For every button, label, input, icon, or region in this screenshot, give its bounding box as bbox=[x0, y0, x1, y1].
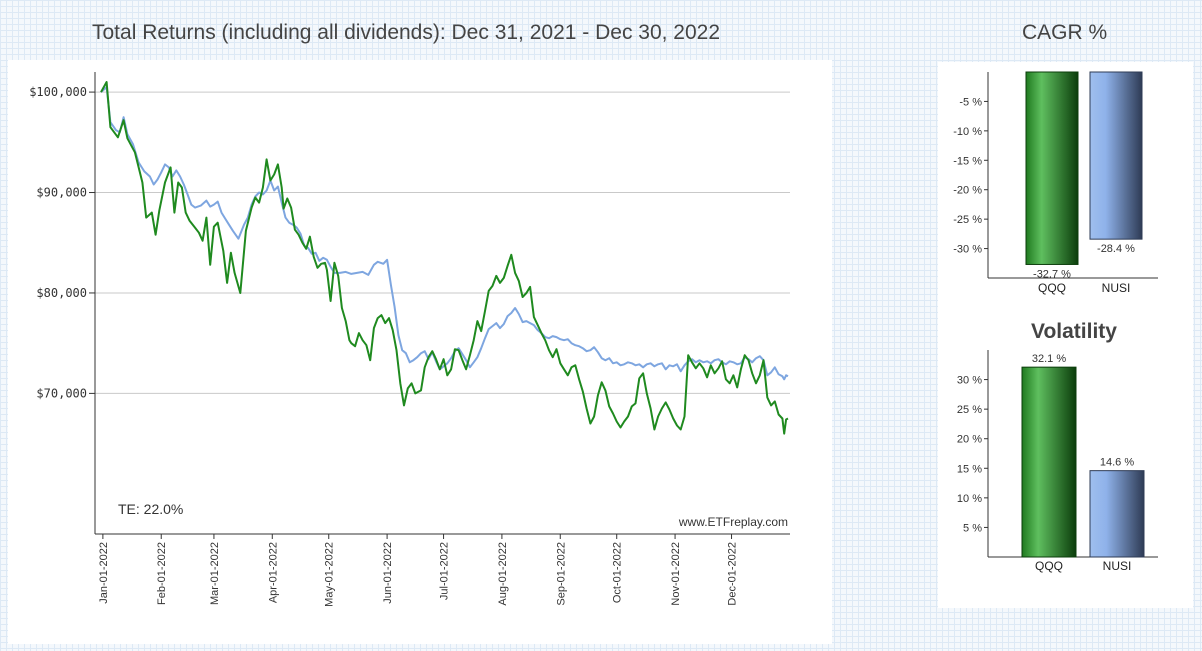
cagr-value-label: -32.7 % bbox=[1033, 268, 1071, 280]
cagr-bar-nusi bbox=[1089, 71, 1143, 240]
returns-chart-panel: $100,000 $90,000 $80,000 $70,000 Jan-01-2022… bbox=[8, 60, 832, 644]
x-tick-label: Mar-01-2022 bbox=[209, 542, 221, 605]
vol-y-tick-label: 5 % bbox=[963, 522, 982, 534]
x-tick-label: Jul-01-2022 bbox=[439, 542, 451, 600]
y-tick-label: $100,000 bbox=[29, 85, 87, 99]
vol-y-tick-label: 10 % bbox=[957, 493, 982, 505]
vol-value-label: 32.1 % bbox=[1032, 353, 1066, 365]
x-tick-label: Nov-01-2022 bbox=[670, 542, 682, 606]
cagr-value-label: -28.4 % bbox=[1097, 243, 1135, 255]
series-line-qqq bbox=[100, 81, 789, 435]
cagr-y-tick-label: -30 % bbox=[953, 244, 982, 256]
tracking-error-label: TE: 22.0% bbox=[118, 501, 183, 517]
x-tick-label: Sep-01-2022 bbox=[555, 542, 567, 606]
cagr-category-label: QQQ bbox=[1038, 281, 1066, 295]
vol-value-label: 14.6 % bbox=[1100, 457, 1134, 469]
x-tick-label: May-01-2022 bbox=[324, 542, 336, 607]
x-tick-label: Apr-01-2022 bbox=[267, 542, 279, 603]
cagr-y-tick-label: -20 % bbox=[953, 185, 982, 197]
series-line-nusi bbox=[100, 86, 789, 381]
cagr-category-label: NUSI bbox=[1102, 281, 1131, 295]
y-tick-label: $70,000 bbox=[36, 386, 87, 400]
cagr-bar-qqq bbox=[1025, 71, 1079, 265]
cagr-volatility-bar-charts: -5 %-10 %-15 %-20 %-25 %-30 %-32.7 %QQQ-… bbox=[953, 71, 1158, 573]
x-tick-label: Feb-01-2022 bbox=[156, 542, 168, 605]
vol-bar-nusi bbox=[1089, 470, 1145, 558]
main-chart-title: Total Returns (including all dividends):… bbox=[92, 21, 721, 44]
vol-category-label: QQQ bbox=[1035, 559, 1063, 573]
cagr-y-tick-label: -15 % bbox=[953, 155, 982, 167]
vol-y-tick-label: 15 % bbox=[957, 463, 982, 475]
returns-line-chart: $100,000 $90,000 $80,000 $70,000 Jan-01-2022… bbox=[29, 72, 790, 607]
vol-category-label: NUSI bbox=[1103, 559, 1132, 573]
x-tick-label: Jan-01-2022 bbox=[98, 542, 110, 604]
watermark-label: www.ETFreplay.com bbox=[678, 515, 788, 529]
x-tick-label: Aug-01-2022 bbox=[497, 542, 509, 606]
volatility-chart-title: Volatility bbox=[1031, 320, 1117, 343]
x-tick-label: Dec-01-2022 bbox=[727, 542, 739, 606]
cagr-y-tick-label: -25 % bbox=[953, 214, 982, 226]
x-tick-label: Jun-01-2022 bbox=[382, 542, 394, 604]
side-charts-panel: -5 % -10 % -15 % -20 % -25 % -30 % -32.7 % QQQ -… bbox=[938, 62, 1193, 608]
y-tick-label: $80,000 bbox=[36, 286, 87, 300]
vol-bar-qqq bbox=[1021, 366, 1077, 558]
vol-y-tick-label: 30 % bbox=[957, 375, 982, 387]
cagr-y-tick-label: -5 % bbox=[959, 96, 982, 108]
vol-y-tick-label: 20 % bbox=[957, 434, 982, 446]
y-tick-label: $90,000 bbox=[36, 186, 87, 200]
x-tick-label: Oct-01-2022 bbox=[612, 542, 624, 603]
vol-y-tick-label: 25 % bbox=[957, 404, 982, 416]
cagr-y-tick-label: -10 % bbox=[953, 126, 982, 138]
cagr-chart-title: CAGR % bbox=[1022, 21, 1108, 44]
